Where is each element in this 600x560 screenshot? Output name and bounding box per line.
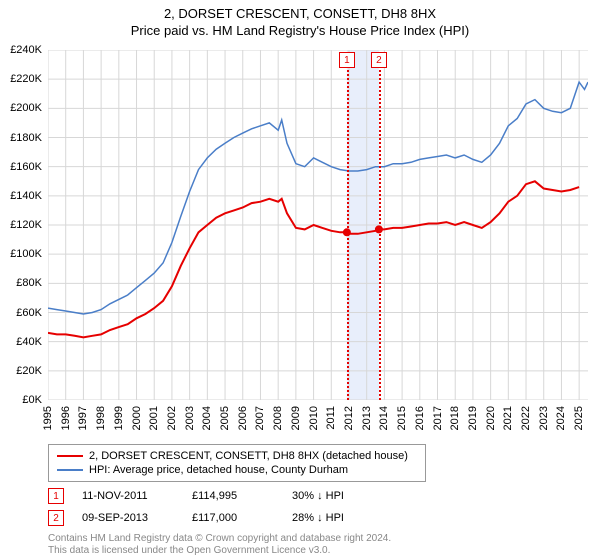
y-axis-label: £160K (10, 161, 42, 173)
x-axis-label: 2002 (166, 406, 178, 430)
chart-title-address: 2, DORSET CRESCENT, CONSETT, DH8 8HX (0, 6, 600, 21)
x-axis-label: 2025 (573, 406, 585, 430)
x-axis-label: 2019 (467, 406, 479, 430)
y-axis-label: £120K (10, 219, 42, 231)
x-axis-label: 2009 (290, 406, 302, 430)
x-axis-label: 2013 (361, 406, 373, 430)
legend-label: HPI: Average price, detached house, Coun… (89, 464, 348, 476)
x-axis-label: 2011 (325, 406, 337, 430)
x-axis-label: 2003 (184, 406, 196, 430)
transaction-hpi-delta: 30% ↓ HPI (292, 490, 344, 502)
chart-plot-area: £0K£20K£40K£60K£80K£100K£120K£140K£160K£… (48, 50, 588, 400)
x-axis-label: 2007 (254, 406, 266, 430)
y-axis-label: £200K (10, 102, 42, 114)
x-axis-label: 1996 (60, 406, 72, 430)
x-axis-label: 2000 (131, 406, 143, 430)
x-axis-label: 2015 (396, 406, 408, 430)
transaction-row: 2 09-SEP-2013£117,00028% ↓ HPI (48, 510, 588, 526)
x-axis-label: 2008 (272, 406, 284, 430)
x-axis-label: 2020 (485, 406, 497, 430)
x-axis-label: 2018 (449, 406, 461, 430)
chart-title-sub: Price paid vs. HM Land Registry's House … (0, 23, 600, 38)
y-axis-label: £0K (22, 394, 42, 406)
legend-item: HPI: Average price, detached house, Coun… (57, 463, 417, 477)
x-axis-label: 2006 (237, 406, 249, 430)
legend-swatch (57, 469, 83, 471)
transaction-marker-icon: 2 (48, 510, 64, 526)
y-axis-label: £40K (16, 336, 42, 348)
chart-title-block: 2, DORSET CRESCENT, CONSETT, DH8 8HX Pri… (0, 0, 600, 38)
x-axis-label: 2021 (502, 406, 514, 430)
legend-label: 2, DORSET CRESCENT, CONSETT, DH8 8HX (de… (89, 450, 408, 462)
footer-line2: This data is licensed under the Open Gov… (48, 545, 330, 556)
footer-line1: Contains HM Land Registry data © Crown c… (48, 533, 391, 544)
x-axis-label: 2024 (555, 406, 567, 430)
x-axis-label: 1999 (113, 406, 125, 430)
transaction-price: £117,000 (192, 512, 292, 524)
x-axis-label: 2023 (538, 406, 550, 430)
x-axis-label: 1997 (77, 406, 89, 430)
x-axis-label: 2004 (201, 406, 213, 430)
transaction-hpi-delta: 28% ↓ HPI (292, 512, 344, 524)
x-axis-label: 2005 (219, 406, 231, 430)
x-axis-label: 2017 (432, 406, 444, 430)
legend-box: 2, DORSET CRESCENT, CONSETT, DH8 8HX (de… (48, 444, 426, 482)
transaction-date: 11-NOV-2011 (82, 490, 192, 502)
y-axis-label: £80K (16, 277, 42, 289)
transaction-price: £114,995 (192, 490, 292, 502)
x-axis-label: 2001 (148, 406, 160, 430)
transaction-marker-icon: 1 (48, 488, 64, 504)
x-axis-label: 2012 (343, 406, 355, 430)
chart-container: 2, DORSET CRESCENT, CONSETT, DH8 8HX Pri… (0, 0, 600, 560)
y-axis-label: £20K (16, 365, 42, 377)
y-axis-label: £220K (10, 73, 42, 85)
x-axis-label: 2010 (308, 406, 320, 430)
transaction-row: 1 11-NOV-2011£114,99530% ↓ HPI (48, 488, 588, 504)
transaction-date: 09-SEP-2013 (82, 512, 192, 524)
x-axis-label: 1998 (95, 406, 107, 430)
y-axis-label: £180K (10, 132, 42, 144)
x-axis-label: 2022 (520, 406, 532, 430)
footer-note: Contains HM Land Registry data © Crown c… (48, 533, 391, 557)
legend-swatch (57, 455, 83, 457)
y-axis-label: £100K (10, 248, 42, 260)
x-axis-label: 1995 (42, 406, 54, 430)
y-axis-label: £60K (16, 307, 42, 319)
x-axis-label: 2014 (378, 406, 390, 430)
chart-marker-2: 2 (371, 52, 387, 68)
y-axis-label: £140K (10, 190, 42, 202)
legend-item: 2, DORSET CRESCENT, CONSETT, DH8 8HX (de… (57, 449, 417, 463)
x-axis-label: 2016 (414, 406, 426, 430)
chart-marker-1: 1 (339, 52, 355, 68)
chart-svg (48, 50, 588, 400)
y-axis-label: £240K (10, 44, 42, 56)
